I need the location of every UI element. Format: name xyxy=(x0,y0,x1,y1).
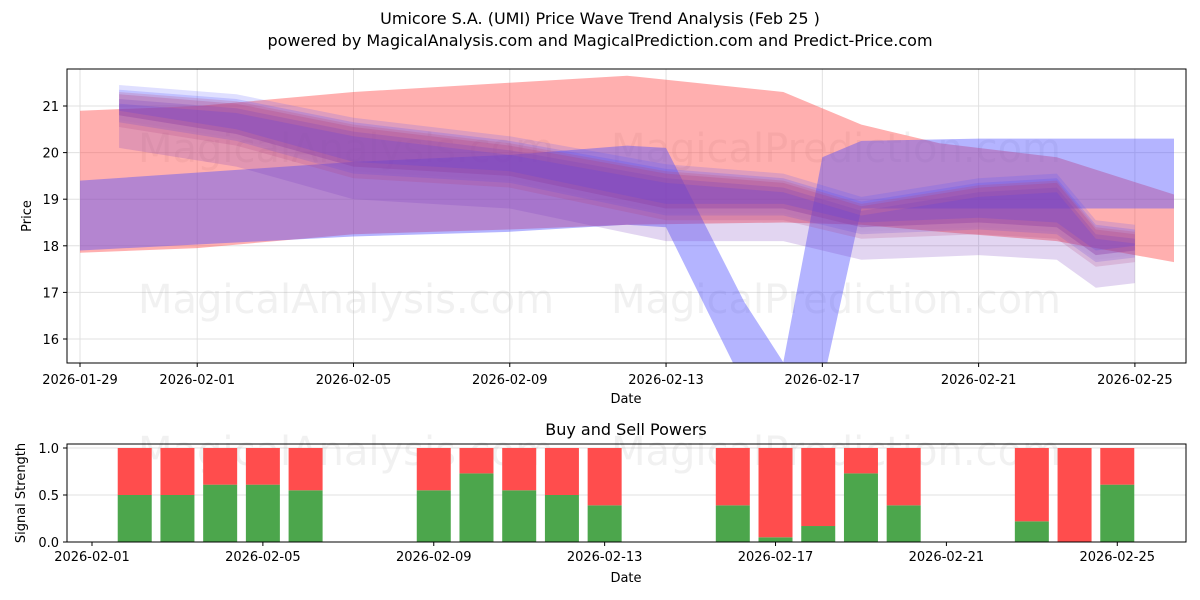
wave-band xyxy=(80,75,1174,263)
y-tick-label: 1.0 xyxy=(38,442,59,457)
sell-bar xyxy=(587,448,622,506)
buy-bar xyxy=(1014,521,1049,542)
price-watermarks: MagicalAnalysis.com MagicalPrediction.com… xyxy=(138,126,1061,323)
buy-bar xyxy=(245,484,280,542)
x-tick-label: 2026-02-25 xyxy=(1097,373,1173,388)
y-tick-label: 21 xyxy=(42,100,59,115)
sell-bar xyxy=(544,448,579,495)
buy-bar xyxy=(117,495,152,542)
sell-bar xyxy=(117,448,152,495)
x-tick-label: 2026-02-05 xyxy=(316,373,392,388)
chart-subtitle: powered by MagicalAnalysis.com and Magic… xyxy=(267,31,933,50)
x-tick-label: 2026-02-17 xyxy=(785,373,861,388)
price-y-label: Price xyxy=(20,200,35,232)
sell-bar xyxy=(459,448,494,474)
y-tick-label: 16 xyxy=(42,333,59,348)
bar-x-label: Date xyxy=(610,571,641,586)
buy-bar xyxy=(886,505,921,542)
sell-bar xyxy=(1100,448,1135,485)
buy-bar xyxy=(416,490,451,542)
price-bands xyxy=(80,75,1174,363)
x-tick-label: 2026-02-17 xyxy=(738,550,814,565)
buy-bar xyxy=(843,473,878,542)
sell-bar xyxy=(288,448,323,491)
x-tick-label: 2026-02-01 xyxy=(159,373,235,388)
buy-bar xyxy=(1100,484,1135,542)
wave-band xyxy=(119,85,1135,256)
wave-band xyxy=(119,103,1135,251)
buy-sell-title: Buy and Sell Powers xyxy=(545,420,707,439)
wave-band xyxy=(119,99,1135,260)
sell-bar xyxy=(1057,448,1092,542)
svg-text:MagicalPrediction.com: MagicalPrediction.com xyxy=(611,429,1061,475)
x-tick-label: 2026-02-13 xyxy=(567,550,643,565)
x-tick-label: 2026-02-09 xyxy=(396,550,472,565)
price-plot-frame xyxy=(66,68,1187,364)
sell-bar xyxy=(843,448,878,474)
sell-bar xyxy=(715,448,750,506)
sell-bar xyxy=(502,448,537,491)
price-x-axis: 2026-01-29 2026-02-01 2026-02-05 2026-02-09… xyxy=(42,363,1173,388)
buy-bar xyxy=(203,484,238,542)
price-grid xyxy=(67,69,1186,363)
sell-bar xyxy=(886,448,921,506)
price-wave-plot: MagicalAnalysis.com MagicalPrediction.com… xyxy=(20,68,1187,407)
x-tick-label: 2026-02-05 xyxy=(225,550,301,565)
price-x-label: Date xyxy=(610,392,641,407)
bar-x-axis: 2026-02-01 2026-02-05 2026-02-09 2026-02-13… xyxy=(54,542,1155,565)
buy-bar xyxy=(587,505,622,542)
sell-bar xyxy=(203,448,238,485)
buy-sell-plot: Buy and Sell Powers MagicalAnalysis.com M… xyxy=(14,420,1187,586)
buy-bar xyxy=(758,537,793,542)
buy-bar xyxy=(160,495,195,542)
wave-band xyxy=(119,92,1135,267)
x-tick-label: 2026-02-21 xyxy=(909,550,985,565)
y-tick-label: 0.5 xyxy=(38,489,59,504)
svg-text:MagicalAnalysis.com: MagicalAnalysis.com xyxy=(138,277,554,323)
sell-bar xyxy=(416,448,451,491)
x-tick-label: 2026-02-09 xyxy=(472,373,548,388)
bar-y-label: Signal Strength xyxy=(14,443,29,543)
sell-bar xyxy=(1014,448,1049,522)
sell-bar xyxy=(245,448,280,485)
y-tick-label: 0.0 xyxy=(38,536,59,551)
bar-plot-frame xyxy=(66,443,1187,543)
y-tick-label: 18 xyxy=(42,240,59,255)
chart-title: Umicore S.A. (UMI) Price Wave Trend Anal… xyxy=(380,9,820,28)
x-tick-label: 2026-02-21 xyxy=(941,373,1017,388)
y-tick-label: 17 xyxy=(42,286,59,301)
sell-bar xyxy=(758,448,793,538)
x-tick-label: 2026-02-13 xyxy=(628,373,704,388)
buy-bar xyxy=(459,473,494,542)
y-tick-label: 20 xyxy=(42,147,59,162)
x-tick-label: 2026-02-25 xyxy=(1079,550,1155,565)
sell-bar xyxy=(801,448,836,527)
buy-sell-bars xyxy=(117,448,1135,542)
buy-bar xyxy=(288,490,323,542)
price-y-axis: 16 17 18 19 20 21 xyxy=(42,100,67,348)
svg-text:MagicalPrediction.com: MagicalPrediction.com xyxy=(611,277,1061,323)
svg-text:MagicalPrediction.com: MagicalPrediction.com xyxy=(611,126,1061,172)
sell-bar xyxy=(160,448,195,495)
x-tick-label: 2026-01-29 xyxy=(42,373,118,388)
buy-bar xyxy=(801,526,836,542)
wave-band xyxy=(119,89,1135,263)
y-tick-label: 19 xyxy=(42,193,59,208)
wave-band xyxy=(119,120,1135,288)
wave-band xyxy=(80,138,1174,363)
buy-bar xyxy=(544,495,579,542)
bar-y-axis: 0.0 0.5 1.0 xyxy=(38,442,67,551)
x-tick-label: 2026-02-01 xyxy=(54,550,130,565)
buy-bar xyxy=(715,505,750,542)
buy-bar xyxy=(502,490,537,542)
wave-band xyxy=(119,94,1135,256)
svg-text:MagicalAnalysis.com: MagicalAnalysis.com xyxy=(138,126,554,172)
